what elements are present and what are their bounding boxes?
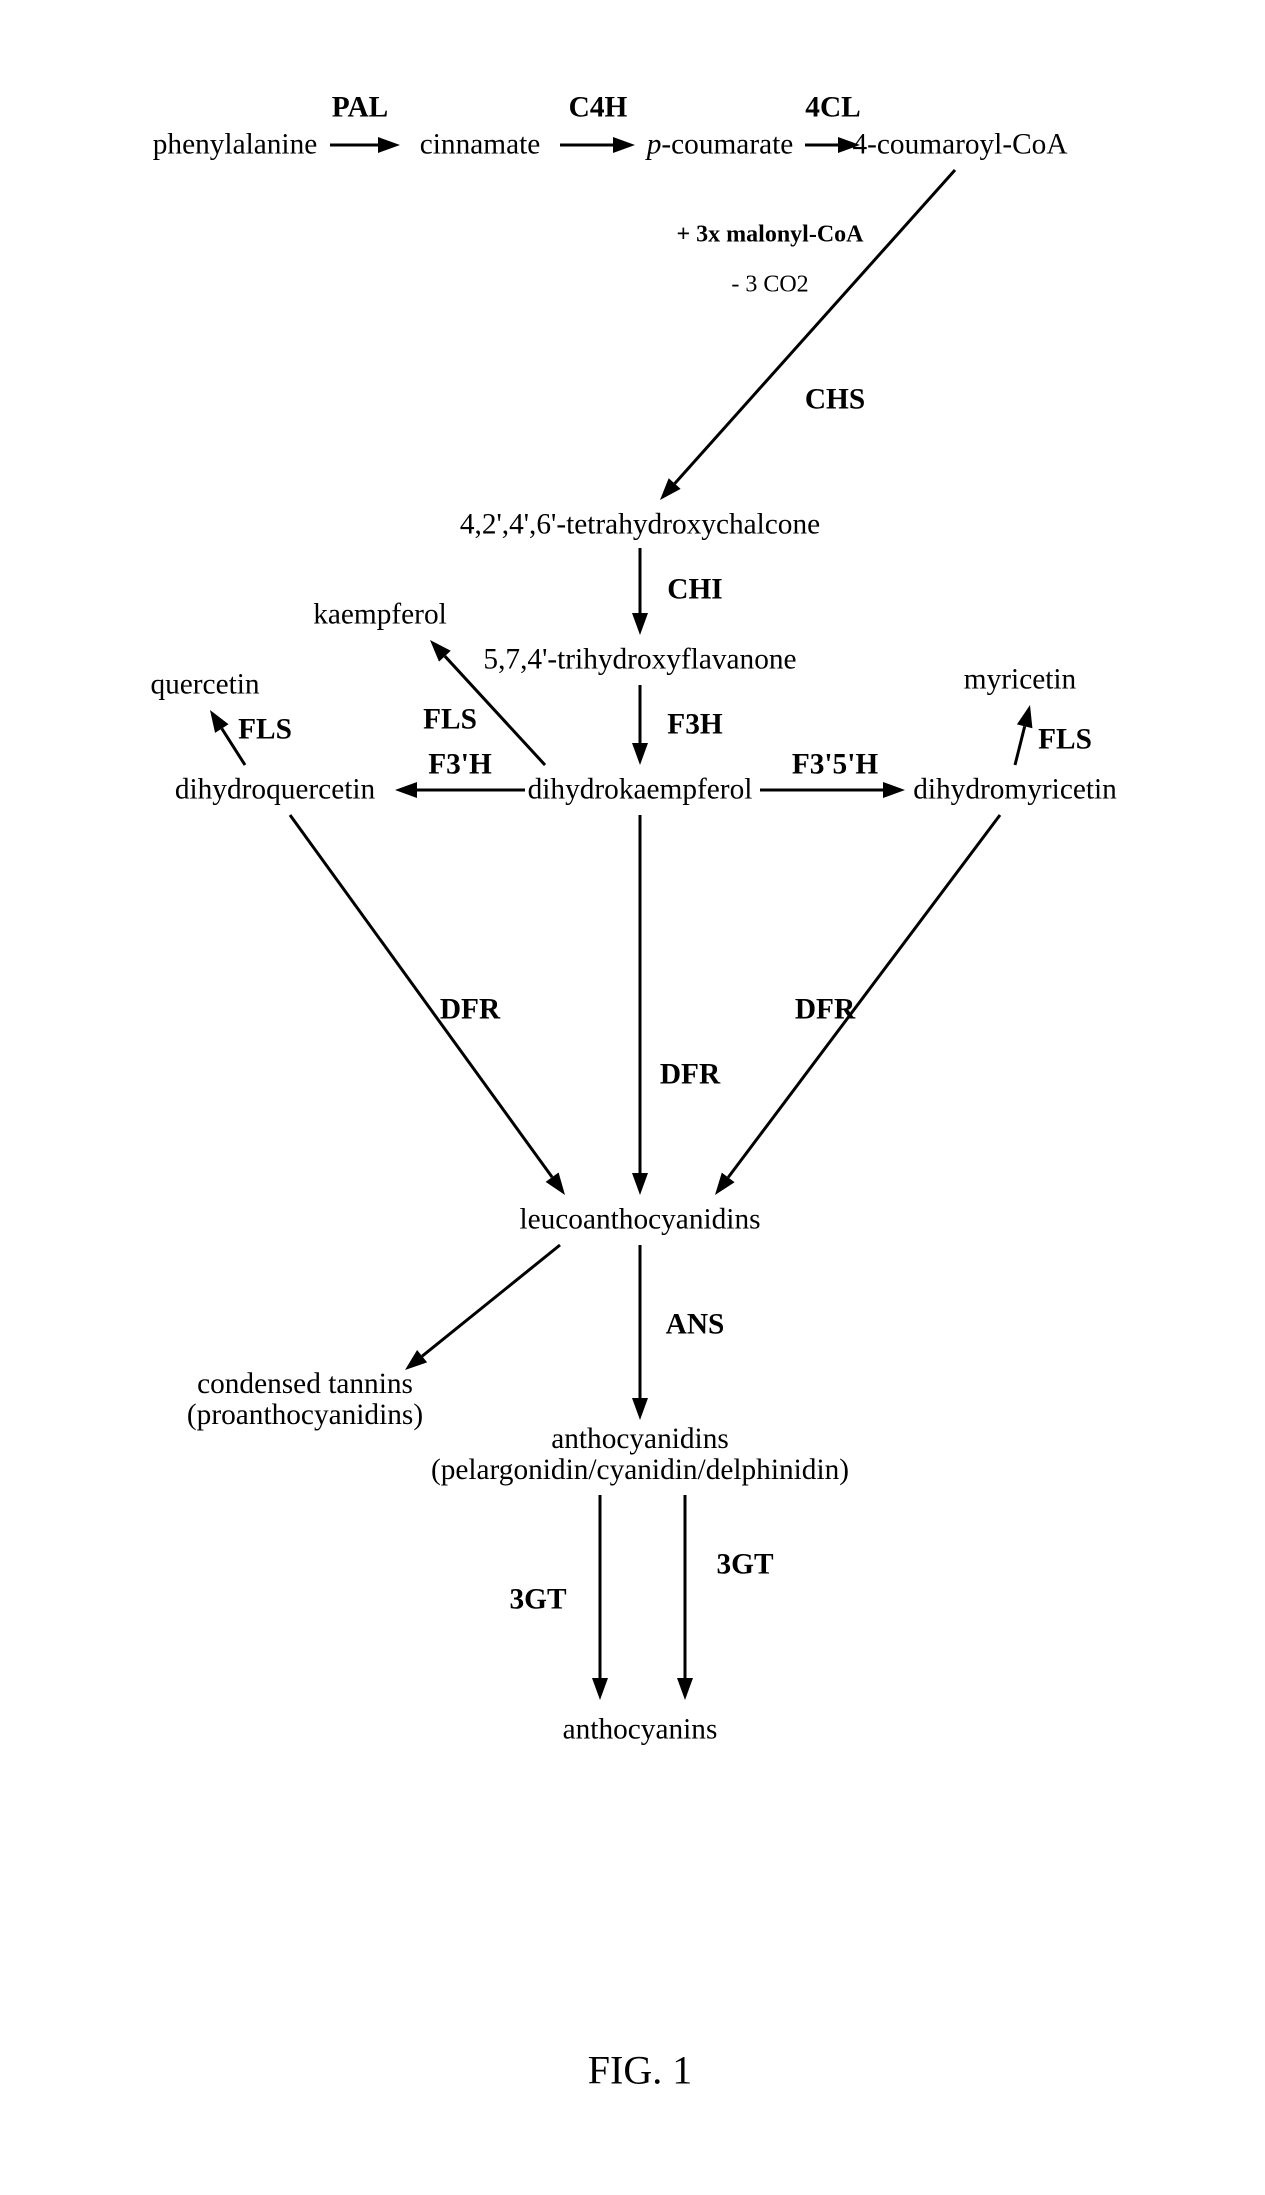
enzyme-label-3gt: 3GT: [716, 1549, 773, 1582]
enzyme-label-ans: ANS: [666, 1309, 725, 1342]
diagram-stage: phenylalanine cinnamate p-coumarate 4-co…: [0, 0, 1265, 2195]
node-leucoanthocyanidins: leucoanthocyanidins: [519, 1205, 760, 1236]
enzyme-label-dfr: DFR: [795, 994, 855, 1027]
enzyme-label-c4h: C4H: [569, 92, 628, 125]
node-phenylalanine: phenylalanine: [153, 130, 318, 161]
node-cinnamate: cinnamate: [420, 130, 541, 161]
enzyme-label-chi: CHI: [667, 574, 722, 607]
arrows-layer: [0, 0, 1265, 2195]
node-quercetin: quercetin: [150, 670, 259, 701]
enzyme-label-fls: FLS: [1038, 724, 1092, 757]
node-anthocyanins: anthocyanins: [563, 1715, 718, 1746]
enzyme-label-f3h: F3H: [667, 709, 722, 742]
enzyme-label-chs: CHS: [805, 384, 865, 417]
node-anthocyanidins: anthocyanidins(pelargonidin/cyanidin/del…: [431, 1424, 849, 1486]
enzyme-label-pal: PAL: [332, 92, 388, 125]
enzyme-label-dfr: DFR: [440, 994, 500, 1027]
enzyme-label-4cl: 4CL: [805, 92, 860, 125]
node-co2: - 3 CO2: [731, 272, 808, 297]
node-dihydromyricetin: dihydromyricetin: [913, 775, 1117, 806]
node-dihydroquercetin: dihydroquercetin: [175, 775, 375, 806]
node-tetrahydroxychalcone: 4,2',4',6'-tetrahydroxychalcone: [460, 510, 820, 541]
node-malonyl-coa: + 3x malonyl-CoA: [676, 222, 863, 247]
enzyme-label-f3h: F3'H: [428, 749, 492, 782]
node-condensed-tannins: condensed tannins(proanthocyanidins): [187, 1369, 423, 1431]
enzyme-label-dfr: DFR: [660, 1059, 720, 1092]
enzyme-label-fls: FLS: [423, 704, 477, 737]
node-kaempferol: kaempferol: [313, 600, 447, 631]
node-trihydroxyflavanone: 5,7,4'-trihydroxyflavanone: [483, 645, 796, 676]
enzyme-label-fls: FLS: [238, 714, 292, 747]
node-4-coumaroyl-coa: 4-coumaroyl-CoA: [852, 130, 1067, 161]
enzyme-label-3gt: 3GT: [509, 1584, 566, 1617]
node-dihydrokaempferol: dihydrokaempferol: [528, 775, 753, 806]
enzyme-label-f35h: F3'5'H: [792, 749, 878, 782]
figure-label: FIG. 1: [588, 2047, 692, 2094]
node-myricetin: myricetin: [964, 665, 1076, 696]
node-p-coumarate: p-coumarate: [647, 130, 794, 161]
